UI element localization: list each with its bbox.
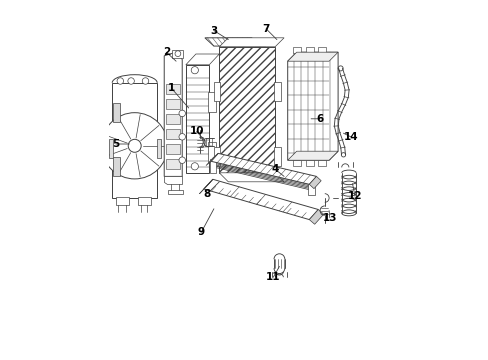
Polygon shape [219, 38, 284, 47]
Polygon shape [204, 38, 260, 46]
Circle shape [117, 78, 123, 84]
Bar [185, 65, 209, 173]
Bar [116, 197, 128, 205]
Polygon shape [219, 173, 284, 182]
Bar [305, 160, 313, 166]
Text: 12: 12 [347, 191, 362, 201]
Circle shape [128, 139, 141, 152]
Polygon shape [203, 179, 318, 220]
Bar [208, 92, 215, 112]
Bar [113, 157, 120, 176]
Bar [292, 47, 301, 53]
Circle shape [179, 134, 185, 140]
Bar [213, 82, 220, 101]
Circle shape [127, 78, 134, 84]
Bar [166, 99, 180, 109]
Bar [157, 139, 160, 158]
Polygon shape [287, 52, 337, 160]
Circle shape [142, 78, 148, 84]
Polygon shape [164, 52, 182, 176]
Bar [166, 84, 180, 94]
Polygon shape [287, 151, 337, 160]
Circle shape [257, 39, 263, 45]
Text: 7: 7 [262, 24, 269, 34]
Circle shape [191, 163, 198, 170]
Bar [292, 160, 301, 166]
Bar [166, 129, 180, 139]
Circle shape [179, 157, 185, 163]
Bar [305, 47, 313, 53]
Polygon shape [211, 153, 316, 184]
Polygon shape [199, 179, 212, 194]
Bar [166, 114, 180, 124]
Text: 2: 2 [163, 47, 170, 57]
Bar [167, 190, 183, 194]
Bar [318, 47, 325, 53]
Bar [318, 160, 325, 166]
Bar [213, 147, 220, 166]
Text: 5: 5 [112, 139, 120, 149]
Polygon shape [309, 176, 321, 189]
Bar [307, 181, 314, 195]
Bar [166, 159, 180, 169]
Text: 8: 8 [203, 189, 211, 199]
Text: 6: 6 [316, 114, 323, 124]
Bar [109, 139, 113, 158]
Text: 3: 3 [210, 26, 217, 36]
Polygon shape [309, 210, 323, 224]
Circle shape [191, 67, 198, 74]
Bar [208, 142, 215, 162]
Circle shape [175, 51, 181, 57]
Text: 11: 11 [265, 272, 280, 282]
Text: 1: 1 [167, 83, 175, 93]
Polygon shape [164, 176, 182, 184]
Bar [138, 197, 151, 205]
Bar [112, 83, 157, 198]
Text: 4: 4 [271, 164, 278, 174]
Text: 13: 13 [322, 213, 336, 223]
Bar [274, 82, 280, 101]
Polygon shape [287, 52, 337, 61]
Bar [166, 144, 180, 154]
Bar [172, 50, 183, 58]
Bar [255, 38, 265, 46]
Circle shape [102, 113, 167, 179]
Text: 9: 9 [197, 227, 204, 237]
Circle shape [179, 110, 185, 117]
Bar [113, 103, 120, 122]
Bar [209, 159, 216, 173]
Bar [219, 47, 275, 173]
Text: 10: 10 [189, 126, 203, 136]
Polygon shape [185, 54, 219, 65]
Bar [274, 147, 280, 166]
Polygon shape [205, 153, 218, 166]
Text: 14: 14 [343, 132, 357, 142]
